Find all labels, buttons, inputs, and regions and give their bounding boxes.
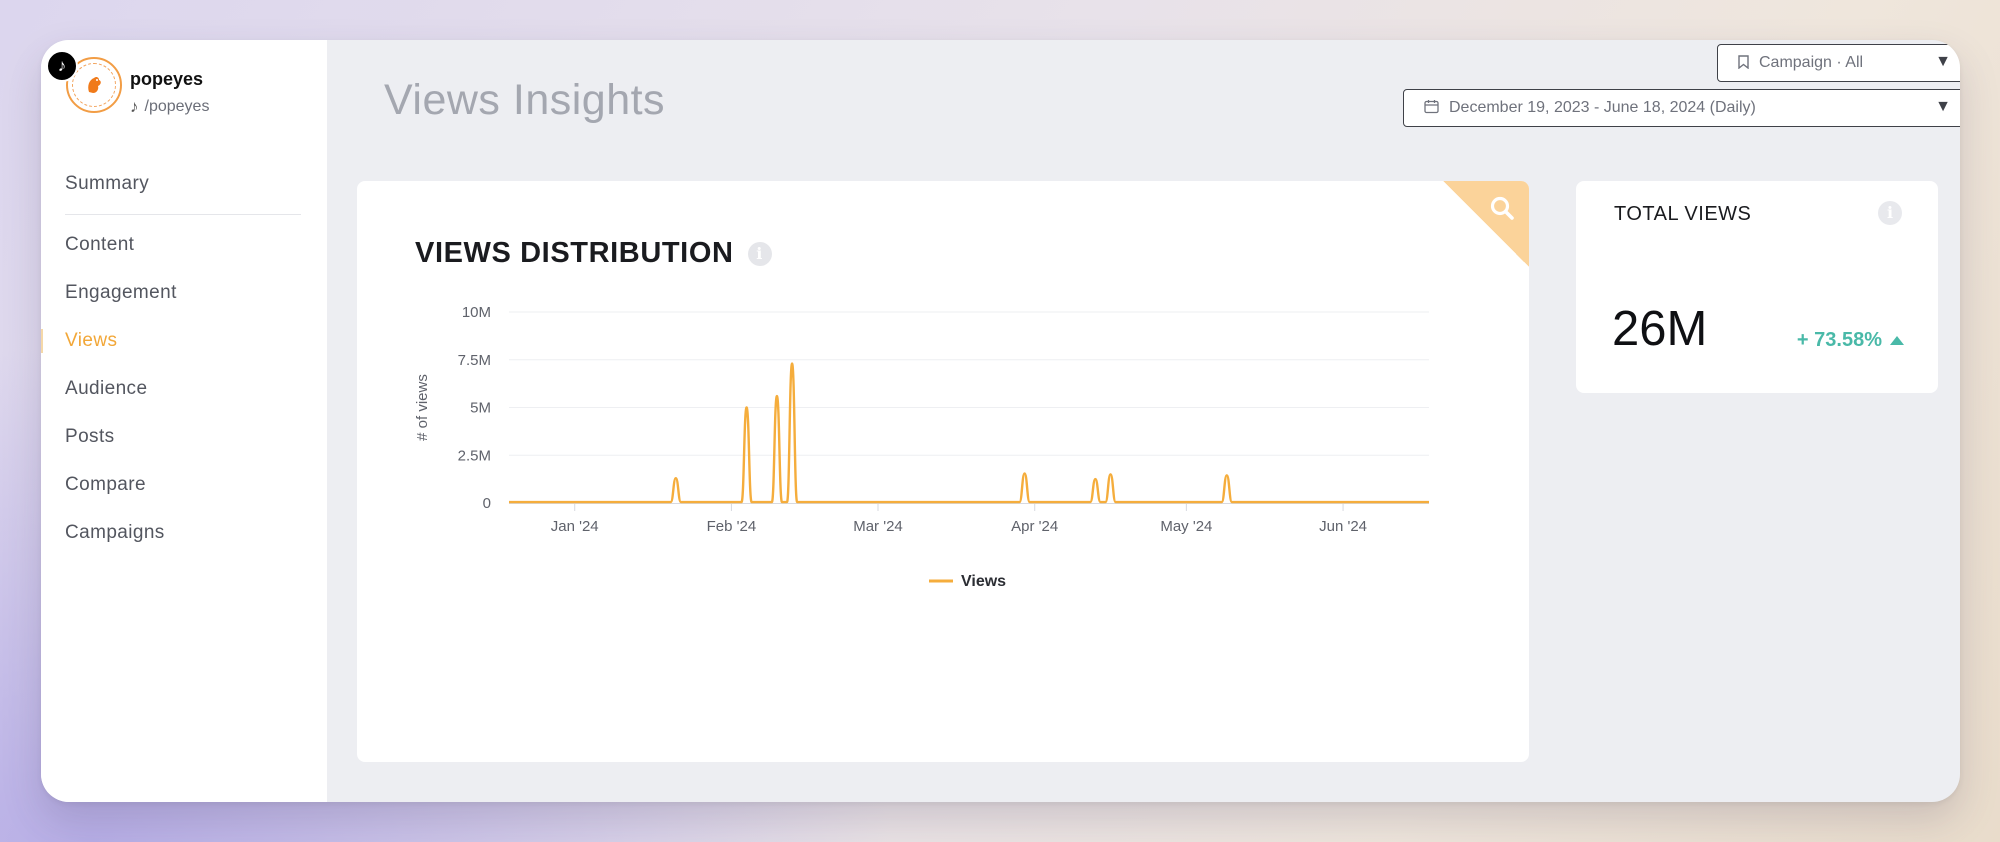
- page-title: Views Insights: [384, 76, 666, 124]
- sidebar-item-audience[interactable]: Audience: [65, 378, 148, 399]
- campaign-dropdown-label: Campaign · All: [1759, 54, 1864, 71]
- views-distribution-card: VIEWS DISTRIBUTION i 0 2.5M 5M 7.5M 10M # of v…: [357, 181, 1529, 762]
- bookmark-icon: [1738, 54, 1749, 72]
- campaign-dropdown[interactable]: Campaign · All ▼: [1717, 44, 1960, 82]
- x-tick-label: Jan '24: [551, 518, 599, 535]
- y-tick-label: 5M: [470, 400, 491, 417]
- y-tick-label: 2.5M: [458, 447, 491, 464]
- x-tick-label: Feb '24: [707, 518, 757, 535]
- x-tick-label: Jun '24: [1319, 518, 1367, 535]
- sidebar-item-summary[interactable]: Summary: [65, 173, 150, 194]
- total-views-change-text: + 73.58%: [1796, 329, 1882, 351]
- y-tick-label: 7.5M: [458, 352, 491, 369]
- calendar-icon: [1424, 99, 1439, 117]
- sidebar: ♪ popeyes ♪ /popeyes Summary Content Eng…: [41, 40, 327, 802]
- rooster-icon: [88, 76, 101, 93]
- sidebar-item-compare[interactable]: Compare: [65, 474, 146, 495]
- date-range-dropdown[interactable]: December 19, 2023 - June 18, 2024 (Daily…: [1403, 89, 1960, 127]
- sidebar-item-posts[interactable]: Posts: [65, 426, 115, 447]
- total-views-value: 26M: [1612, 302, 1708, 356]
- y-axis-label: # of views: [414, 374, 431, 441]
- sidebar-item-campaigns[interactable]: Campaigns: [65, 522, 165, 543]
- info-icon[interactable]: i: [1878, 201, 1902, 225]
- date-range-label: December 19, 2023 - June 18, 2024 (Daily…: [1449, 99, 1756, 116]
- profile-handle[interactable]: ♪ /popeyes: [130, 97, 209, 117]
- x-tick-label: May '24: [1160, 518, 1212, 535]
- popeyes-logo: [72, 63, 116, 107]
- total-views-title: TOTAL VIEWS: [1614, 203, 1752, 225]
- x-tick-label: Apr '24: [1011, 518, 1058, 535]
- info-icon[interactable]: i: [747, 242, 772, 267]
- sidebar-nav: Summary Content Engagement Views Audienc…: [41, 160, 327, 557]
- trend-up-icon: [1890, 336, 1904, 345]
- profile-name: popeyes: [130, 69, 204, 89]
- chart-title-text: VIEWS DISTRIBUTION: [415, 237, 734, 269]
- search-icon: [1490, 196, 1514, 220]
- series-line-views: [509, 362, 1429, 504]
- main-content: Views Insights Campaign · All ▼ December…: [327, 40, 1960, 802]
- chevron-down-icon: ▼: [1935, 53, 1951, 70]
- y-tick-label: 10M: [462, 304, 491, 321]
- zoom-button[interactable]: [1443, 181, 1529, 267]
- chart-title: VIEWS DISTRIBUTION i: [415, 237, 772, 270]
- chevron-down-icon: ▼: [1935, 98, 1951, 115]
- nav-divider: [65, 214, 301, 215]
- legend-label-views: Views: [961, 573, 1006, 590]
- sidebar-item-engagement[interactable]: Engagement: [65, 282, 177, 303]
- profile-header: ♪ popeyes ♪ /popeyes: [46, 50, 316, 147]
- x-tick-label: Mar '24: [853, 518, 903, 535]
- total-views-change: + 73.58%: [1797, 329, 1904, 352]
- total-views-card: TOTAL VIEWS i 26M + 73.58%: [1576, 181, 1938, 393]
- profile-handle-text: /popeyes: [144, 98, 210, 115]
- app-window: ♪ popeyes ♪ /popeyes Summary Content Eng…: [41, 40, 1960, 802]
- y-tick-label: 0: [483, 495, 491, 512]
- views-line-chart: 0 2.5M 5M 7.5M 10M # of views Jan '24 Feb '24 Ma…: [414, 304, 1429, 590]
- tiktok-icon: ♪: [46, 50, 78, 82]
- sidebar-item-views[interactable]: Views: [41, 317, 327, 365]
- sidebar-item-content[interactable]: Content: [65, 234, 135, 255]
- tiktok-small-icon: ♪: [130, 97, 139, 116]
